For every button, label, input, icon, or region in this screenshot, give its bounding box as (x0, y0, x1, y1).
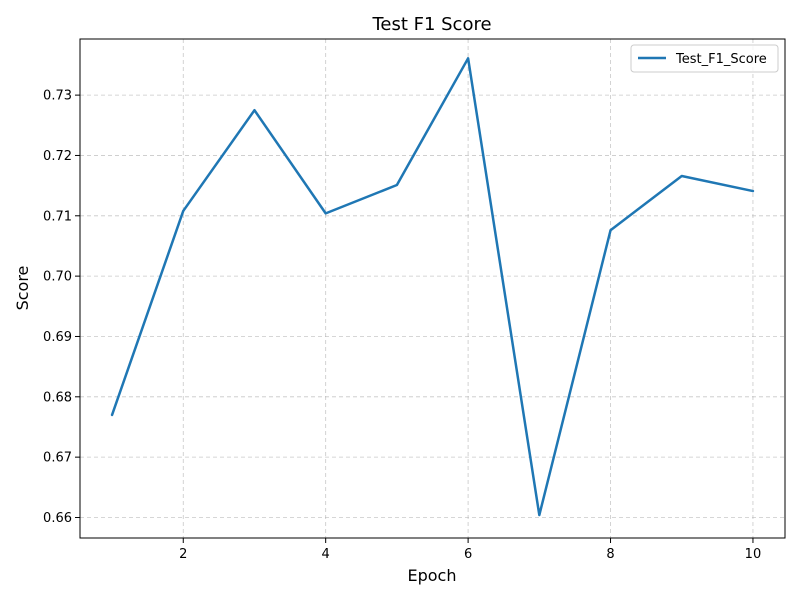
legend-label: Test_F1_Score (675, 52, 767, 67)
x-axis-label: Epoch (408, 566, 457, 585)
x-tick-label: 8 (606, 547, 614, 562)
x-tick-label: 10 (745, 547, 762, 562)
legend: Test_F1_Score (630, 44, 779, 73)
y-tick-label: 0.69 (43, 330, 72, 345)
y-axis-label: Score (13, 266, 32, 311)
y-axis-ticks: 0.66 0.67 0.68 0.69 0.70 0.71 0.72 0.73 (43, 89, 80, 526)
x-tick-label: 4 (322, 547, 330, 562)
y-tick-label: 0.67 (43, 451, 72, 466)
x-tick-label: 2 (179, 547, 187, 562)
plot-frame (79, 38, 786, 539)
y-tick-label: 0.73 (43, 89, 72, 104)
series-lines (110, 57, 755, 517)
legend-box (630, 44, 779, 73)
y-tick-label: 0.71 (43, 209, 72, 224)
series-line (110, 57, 755, 517)
x-axis-ticks: 2 4 6 8 10 (179, 538, 761, 562)
y-tick-label: 0.68 (43, 390, 72, 405)
chart-title: Test F1 Score (371, 14, 491, 35)
x-tick-label: 6 (464, 547, 472, 562)
y-tick-label: 0.70 (43, 270, 72, 285)
y-tick-label: 0.72 (43, 149, 72, 164)
y-tick-label: 0.66 (43, 511, 72, 526)
grid-lines (80, 39, 785, 538)
